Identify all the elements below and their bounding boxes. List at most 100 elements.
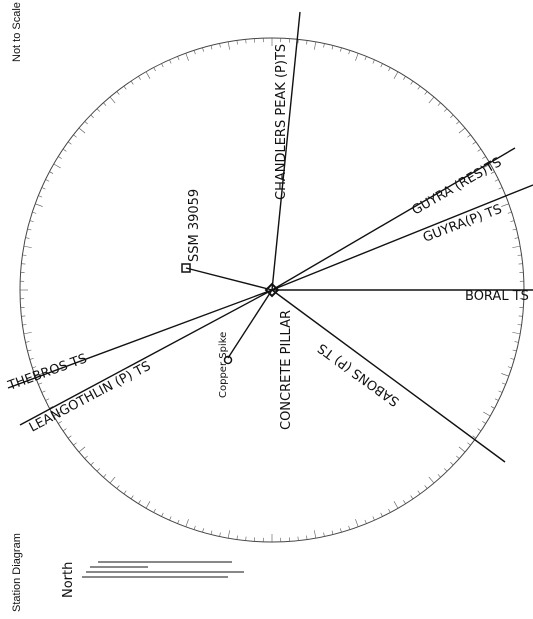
compass-tick [512, 245, 521, 248]
compass-tick [507, 211, 512, 214]
compass-tick [501, 373, 509, 377]
compass-tick [236, 535, 238, 540]
compass-tick [428, 96, 435, 104]
compass-tick [116, 91, 120, 95]
compass-tick [193, 525, 196, 530]
compass-tick [29, 220, 34, 222]
compass-tick [38, 382, 43, 385]
compass-tick [364, 56, 367, 61]
compass-tick [417, 85, 421, 90]
compass-tick [306, 535, 308, 540]
compass-tick [41, 187, 46, 190]
compass-tick [444, 468, 448, 472]
compass-tick [193, 50, 196, 55]
compass-tick [138, 76, 141, 80]
ray-guyra-res [271, 147, 516, 291]
compass-tick [348, 525, 351, 530]
compass-tick [458, 127, 466, 134]
compass-tick [510, 220, 515, 222]
compass-tick [22, 254, 27, 256]
compass-tick [510, 358, 515, 360]
compass-tick [153, 508, 156, 513]
compass-tick [410, 495, 414, 500]
compass-tick [512, 228, 517, 231]
ray-guyra-p [271, 184, 533, 291]
compass-tick [456, 121, 460, 125]
compass-tick [236, 40, 238, 45]
compass-tick [482, 421, 486, 424]
compass-tick [323, 43, 325, 48]
compass-tick [437, 474, 441, 478]
compass-tick [67, 141, 72, 145]
compass-tick [380, 63, 383, 68]
ray-thebros [7, 289, 273, 389]
compass-tick [494, 398, 499, 401]
ssm-marker [181, 263, 191, 273]
compass-tick [467, 134, 471, 138]
label-thebros: THEBROS TS [5, 351, 89, 394]
compass-tick [161, 63, 164, 68]
compass-tick [355, 53, 359, 61]
compass-tick [22, 324, 27, 326]
compass-tick [116, 485, 120, 489]
compass-tick [512, 332, 521, 335]
compass-tick [78, 446, 86, 453]
compass-tick [372, 59, 375, 64]
ray-leangothlin [19, 289, 273, 426]
compass-tick [103, 102, 107, 106]
compass-tick [388, 67, 391, 72]
compass-tick [472, 435, 477, 439]
compass-tick [202, 528, 204, 533]
ray-ssm [185, 267, 273, 291]
compass-tick [501, 382, 506, 385]
compass-tick [444, 108, 448, 112]
compass-tick [483, 163, 491, 169]
compass-tick [177, 519, 180, 524]
compass-tick [388, 508, 391, 513]
compass-tick [517, 254, 522, 256]
compass-tick [49, 171, 54, 174]
compass-tick [25, 341, 30, 343]
compass-tick [410, 80, 414, 85]
compass-tick [45, 398, 50, 401]
compass-tick [450, 114, 454, 118]
compass-tick [177, 56, 180, 61]
label-ssm: SSM 39059 [187, 189, 202, 262]
compass-tick [348, 50, 351, 55]
compass-tick [35, 203, 43, 207]
compass-tick [514, 341, 519, 343]
compass-tick [380, 512, 383, 517]
compass-tick [49, 406, 54, 409]
compass-tick [138, 500, 141, 504]
compass-tick [27, 228, 32, 231]
compass-tick [323, 532, 325, 537]
compass-tick [494, 179, 499, 182]
compass-tick [32, 366, 37, 369]
compass-tick [331, 530, 334, 535]
compass-ticks [20, 38, 524, 542]
compass-tick [517, 324, 522, 326]
compass-tick [53, 411, 61, 417]
compass-tick [458, 446, 466, 453]
compass-tick [210, 530, 213, 535]
compass-tick [219, 43, 221, 48]
compass-tick [90, 462, 94, 466]
concrete-pillar-marker [264, 282, 280, 298]
compass-tick [58, 421, 62, 424]
compass-tick [185, 519, 189, 527]
compass-tick [153, 67, 156, 72]
compass-tick [477, 148, 482, 152]
compass-tick [314, 530, 317, 539]
compass-tick [355, 519, 359, 527]
compass-tick [123, 85, 127, 90]
compass-tick [490, 406, 495, 409]
compass-tick [428, 476, 435, 484]
compass-tick [109, 476, 116, 484]
compass-tick [403, 76, 406, 80]
compass-tick [73, 134, 77, 138]
compass-tick [161, 512, 164, 517]
compass-tick [498, 390, 503, 393]
compass-tick [45, 179, 50, 182]
compass-tick [38, 195, 43, 198]
compass-tick [145, 71, 151, 79]
